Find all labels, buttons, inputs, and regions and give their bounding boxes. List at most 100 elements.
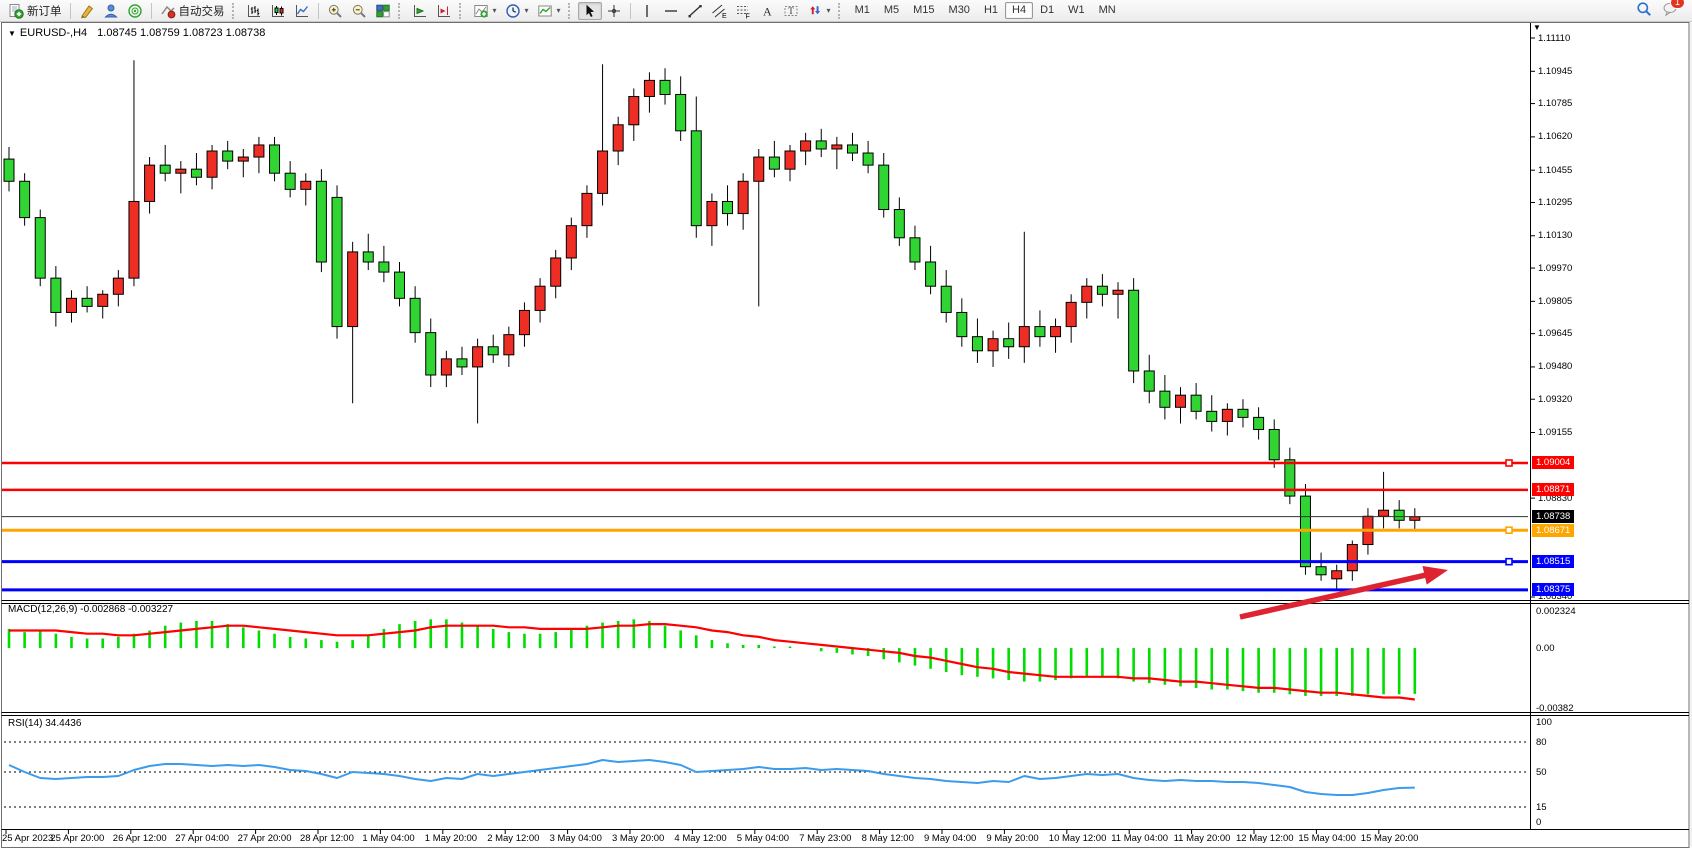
chart-shift-button[interactable] (432, 2, 456, 20)
timeframe-button-h4[interactable]: H4 (1005, 2, 1034, 19)
vline-tool-button[interactable] (635, 2, 659, 20)
toolbar-button-label: 自动交易 (178, 5, 225, 18)
candle (222, 150, 234, 162)
candle (878, 164, 890, 211)
bar-chart-button[interactable] (242, 2, 266, 20)
candle (112, 277, 124, 295)
candle (190, 168, 202, 178)
new-order-button[interactable]: 新订单 (4, 2, 66, 20)
macd-signal-line (9, 622, 1415, 701)
candle (1315, 566, 1327, 576)
candle (144, 164, 156, 202)
candle (971, 336, 983, 352)
candle (893, 209, 905, 239)
chart-shift-icon (436, 3, 452, 19)
candle (269, 144, 281, 174)
chevron-down-icon[interactable]: ▾ (826, 6, 831, 15)
candle (65, 297, 77, 313)
candle (722, 200, 734, 215)
toolbar-grip (397, 2, 403, 19)
crosshair-button[interactable] (602, 2, 626, 20)
candle (1003, 338, 1015, 348)
candle (34, 217, 46, 279)
candle (1253, 416, 1265, 430)
chevron-down-icon[interactable]: ▾ (492, 6, 497, 15)
tile-windows-button[interactable] (371, 2, 395, 20)
crayon-button[interactable] (75, 2, 99, 20)
candle (253, 144, 265, 158)
templates-icon (537, 3, 553, 19)
hline-tool-button[interactable] (659, 2, 683, 20)
label-tool-button[interactable]: T (779, 2, 803, 20)
search-icon[interactable] (1636, 1, 1652, 20)
fibonacci-tool-button[interactable]: F (731, 2, 755, 20)
zoom-out-button[interactable] (347, 2, 371, 20)
profile-button[interactable] (99, 2, 123, 20)
autotrade-button[interactable]: 自动交易 (156, 2, 229, 20)
channel-tool-icon: E (711, 3, 727, 19)
candle (97, 293, 109, 307)
candle (409, 297, 421, 334)
candle (1206, 410, 1218, 422)
channel-tool-button[interactable]: E (707, 2, 731, 20)
candle (925, 261, 937, 287)
chevron-down-icon[interactable]: ▾ (524, 6, 529, 15)
candle (1159, 390, 1171, 408)
chat-icon[interactable]: 1 (1662, 0, 1685, 20)
zoom-in-icon (327, 3, 343, 19)
timeframe-button-m15[interactable]: M15 (913, 4, 935, 16)
notification-badge: 1 (1669, 0, 1685, 9)
candle (737, 180, 749, 215)
candle (784, 150, 796, 170)
text-tool-button[interactable]: A (755, 2, 779, 20)
line-marker[interactable] (1505, 526, 1513, 534)
profile-icon (103, 3, 119, 19)
candle (690, 130, 702, 227)
candle (206, 150, 218, 178)
candle (643, 79, 655, 98)
candle (487, 346, 499, 356)
toolbar-separator (629, 2, 631, 19)
zoom-in-button[interactable] (323, 2, 347, 20)
indicators-button[interactable]: ▾ (469, 2, 501, 20)
timeframe-button-h1[interactable]: H1 (983, 4, 998, 16)
timeframe-button-m1[interactable]: M1 (854, 4, 870, 16)
candle (472, 346, 484, 368)
candle (440, 358, 452, 376)
cursor-button[interactable] (577, 1, 602, 20)
line-chart-button[interactable] (290, 2, 314, 20)
toolbar-grip (837, 2, 843, 19)
templates-button[interactable]: ▾ (533, 2, 565, 20)
candle (362, 251, 374, 263)
annotation-arrow-head[interactable] (1422, 566, 1449, 585)
new-order-icon (8, 3, 24, 19)
candle (394, 271, 405, 299)
timeframe-button-w1[interactable]: W1 (1068, 4, 1085, 16)
timeframe-button-d1[interactable]: D1 (1040, 4, 1055, 16)
arrows-tool-button[interactable]: ▾ (803, 2, 835, 20)
candle (659, 79, 671, 96)
trendline-tool-button[interactable] (683, 2, 707, 20)
timeframe-button-mn[interactable]: MN (1098, 4, 1116, 16)
candle (19, 180, 31, 219)
crayon-icon (79, 3, 95, 19)
candle (846, 144, 858, 154)
periods-icon (505, 3, 521, 19)
annotation-arrow-shaft[interactable] (1239, 571, 1430, 620)
line-marker[interactable] (1505, 557, 1513, 566)
fibonacci-tool-icon: F (735, 3, 751, 19)
periods-button[interactable]: ▾ (501, 2, 533, 20)
candle (284, 172, 296, 190)
toolbar-separator (317, 2, 319, 19)
auto-scroll-button[interactable] (408, 2, 432, 20)
candle-chart-button[interactable] (266, 2, 290, 20)
toolbar-grip (231, 2, 237, 19)
line-marker[interactable] (1505, 459, 1513, 467)
chevron-down-icon[interactable]: ▾ (556, 6, 561, 15)
candle (675, 94, 687, 132)
timeframe-button-m5[interactable]: M5 (883, 4, 900, 16)
candle (1393, 509, 1405, 521)
timeframe-button-m30[interactable]: M30 (948, 4, 970, 16)
radar-button[interactable] (123, 2, 147, 20)
